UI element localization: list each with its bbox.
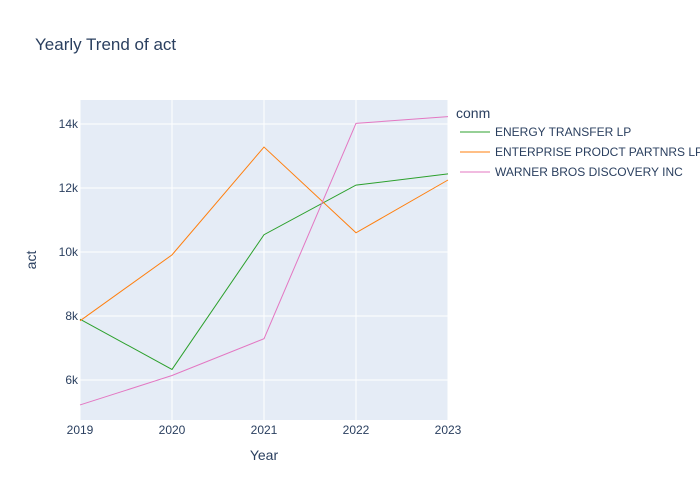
legend-title: conm: [456, 105, 490, 121]
legend: conm ENERGY TRANSFER LP ENTERPRISE PRODCT…: [456, 105, 700, 179]
series-line: [79, 116, 449, 406]
x-tick-label: 2021: [251, 423, 278, 437]
chart-title: Yearly Trend of act: [35, 35, 176, 54]
y-tick-labels: 6k 8k 10k 12k 14k: [59, 117, 79, 387]
x-tick-label: 2020: [159, 423, 186, 437]
series-lines: [79, 116, 449, 406]
y-tick-label: 10k: [59, 245, 79, 259]
y-tick-label: 12k: [59, 181, 79, 195]
y-tick-label: 8k: [65, 309, 79, 323]
grid-lines: [79, 100, 449, 420]
legend-entry: ENERGY TRANSFER LP: [495, 125, 631, 139]
legend-entry: WARNER BROS DISCOVERY INC: [495, 165, 683, 179]
legend-entry: ENTERPRISE PRODCT PARTNRS LP: [495, 145, 700, 159]
x-tick-label: 2023: [435, 423, 462, 437]
x-tick-label: 2019: [67, 423, 94, 437]
y-tick-label: 14k: [59, 117, 79, 131]
series-line: [79, 173, 449, 371]
x-axis-title: Year: [250, 447, 279, 463]
y-tick-label: 6k: [65, 373, 79, 387]
y-axis-title: act: [23, 251, 39, 270]
x-tick-labels: 2019 2020 2021 2022 2023: [67, 423, 462, 437]
series-line: [79, 146, 449, 322]
x-tick-label: 2022: [343, 423, 370, 437]
